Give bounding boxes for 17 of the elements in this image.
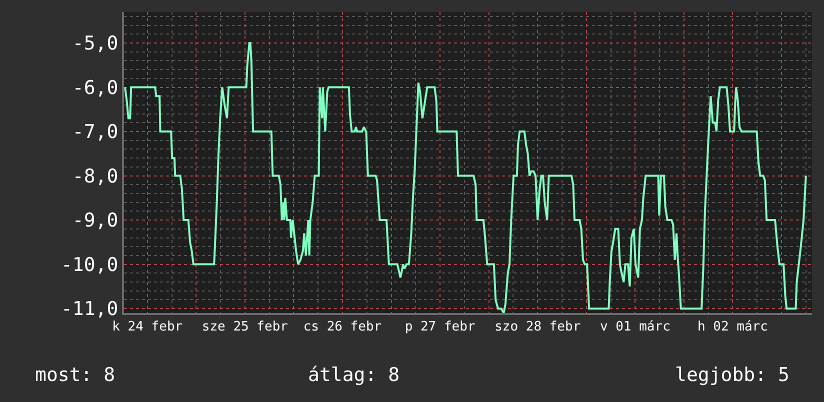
y-tick-label: -5,0: [72, 32, 118, 55]
y-tick-label: -11,0: [60, 298, 118, 320]
x-tick-label: sze 25 febr: [202, 320, 288, 335]
y-tick-label: -7,0: [72, 121, 118, 144]
y-tick-label: -9,0: [72, 210, 118, 232]
text: legjobb: 5: [675, 364, 790, 386]
text: átlag: 8: [308, 364, 400, 386]
x-tick-label: szo 28 febr: [494, 320, 581, 335]
x-tick-label: k 24 febr: [112, 320, 183, 335]
x-tick-label: p 27 febr: [404, 320, 476, 335]
x-tick-label: cs 26 febr: [303, 320, 382, 335]
y-tick-label: -10,0: [60, 254, 118, 276]
y-tick-label: -6,0: [72, 76, 118, 99]
x-tick-label: h 02 márc: [698, 320, 768, 335]
y-tick-label: -8,0: [72, 165, 118, 188]
x-tick-label: v 01 márc: [600, 320, 670, 335]
text: most: 8: [35, 364, 116, 386]
